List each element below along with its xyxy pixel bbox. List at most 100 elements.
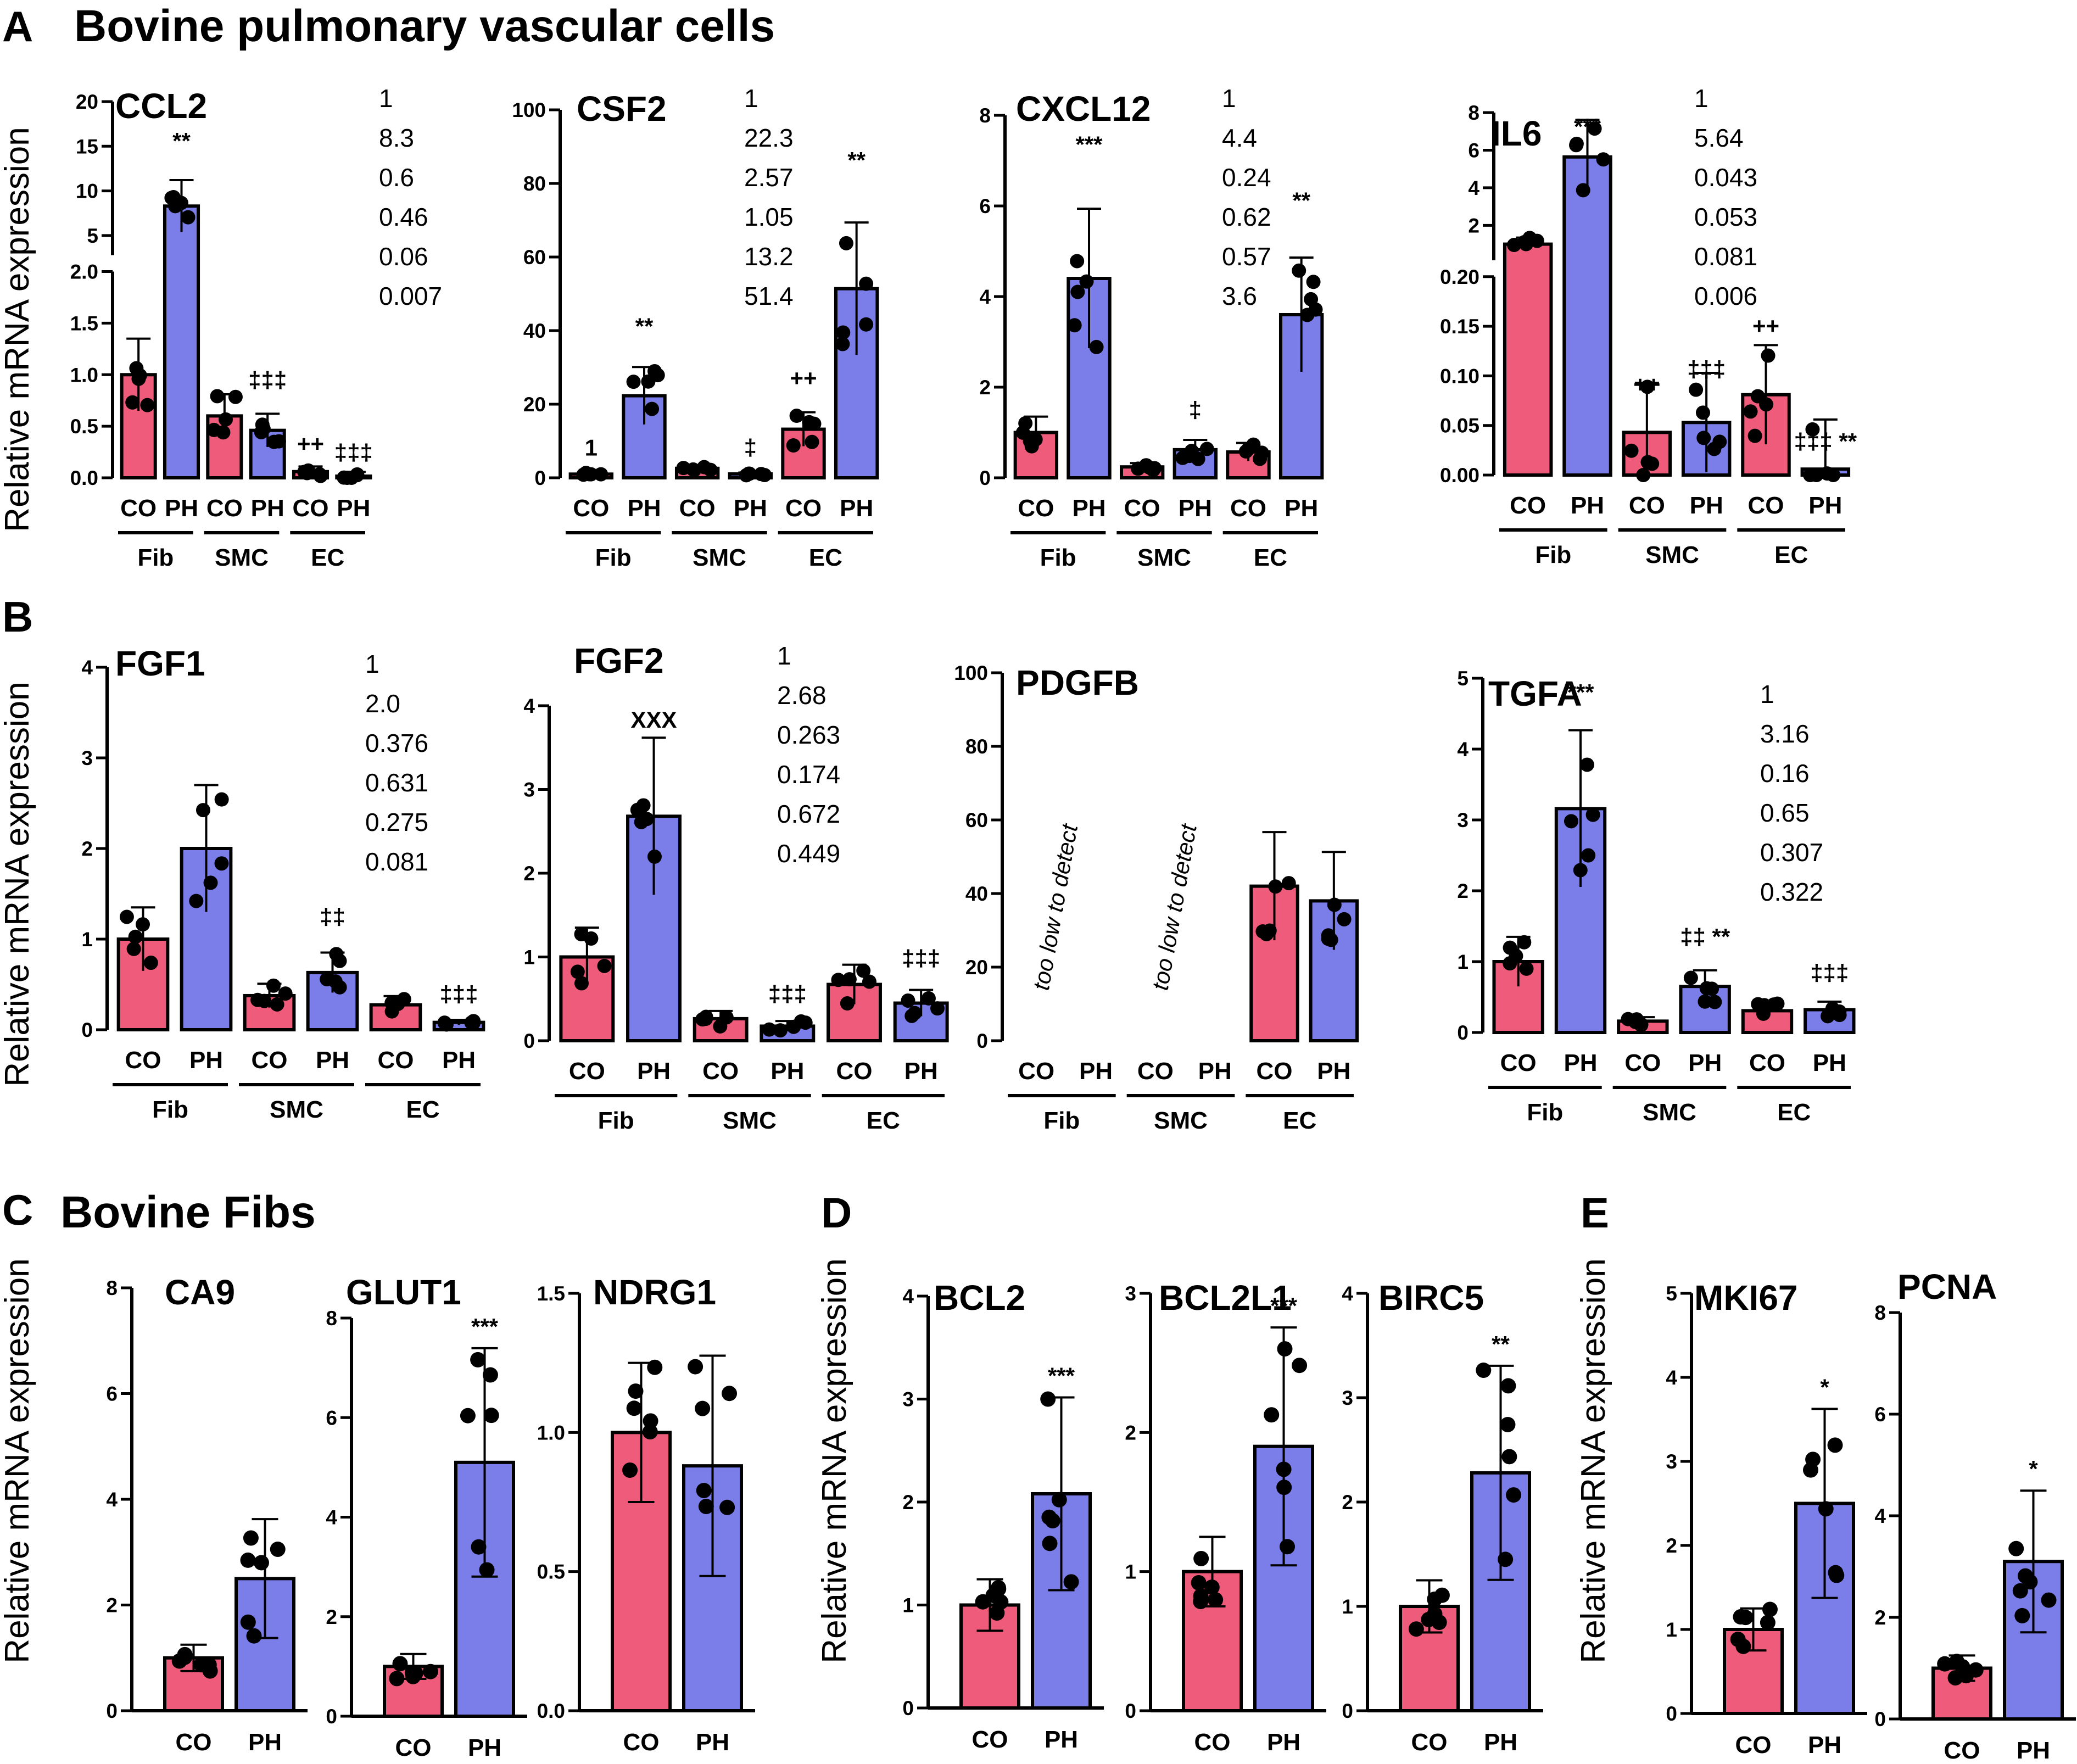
y-tick-label: 1 [1666,1618,1677,1641]
data-point [1509,948,1523,963]
group-label: EC [406,1096,439,1123]
x-category-label: PH [165,495,198,522]
x-category-label: CO [702,1058,739,1085]
fold-change-value: 2.68 [777,681,827,710]
y-tick-label: 100 [954,662,988,684]
fold-change-value: 0.007 [379,282,442,310]
data-point [422,1663,438,1679]
data-point [128,929,143,944]
significance-label: *** [1048,1363,1075,1389]
group-label: EC [1254,544,1287,571]
data-point [1587,121,1602,136]
y-tick-label: 40 [965,883,988,905]
data-point [1264,1407,1280,1423]
data-point [762,1022,777,1037]
chart-ndrg1: NDRG1 0.0 0.5 1.0 1.5 CO PH [537,1272,755,1756]
data-point [1828,1565,1844,1581]
data-point [805,434,819,449]
chart-title: CA9 [165,1272,235,1312]
y-tick-label: 4 [902,1285,914,1308]
data-point [181,210,196,225]
x-category-label: CO [1749,1050,1785,1076]
significance-label: ‡‡ ** [1680,924,1730,950]
y-tick-label: 60 [965,809,988,831]
data-point [253,1555,269,1571]
fold-change-value: 3.16 [1760,719,1810,748]
chart-title: BCL2 [934,1278,1025,1318]
y-tick-label: 8 [106,1277,118,1299]
y-tick-label: 1 [1125,1561,1136,1583]
data-point [189,894,204,908]
fold-change-value: 1 [379,84,393,113]
undetected-note: too low to detect [1147,821,1202,992]
x-category-label: CO [1735,1732,1772,1759]
x-category-label: PH [1045,1726,1078,1753]
data-point [1304,292,1319,306]
x-category-label: PH [1317,1058,1350,1085]
chart-birc5: BIRC5 0 1 2 3 4 CO ** PH [1342,1278,1543,1756]
data-point [1821,1009,1835,1024]
data-point [1277,1341,1293,1357]
data-point [807,416,822,431]
data-point [1254,445,1269,460]
chart-pcna: PCNA 0 2 4 6 8 CO * PH [1874,1267,2076,1764]
panel-a-title: Bovine pulmonary vascular cells [74,1,775,51]
y-tick-label: 1.0 [70,364,98,386]
x-category-label: PH [468,1734,501,1761]
y-tick-label: 4 [1666,1366,1677,1389]
significance-label: *** [1574,114,1601,139]
data-point [384,996,399,1011]
y-tick-label: 8 [326,1307,337,1330]
fold-change-value: 4.4 [1222,124,1257,152]
x-category-label: PH [1813,1050,1846,1076]
data-point [773,1023,788,1038]
data-point [1018,416,1033,431]
chart-pdgfb: PDGFB 0 20 40 60 80 100 CO PH CO PH CO PH Fib SMC EC too… [954,662,1359,1134]
y-tick-label: 1.0 [537,1421,565,1444]
group-label: Fib [152,1096,188,1123]
x-category-label: PH [189,1047,223,1074]
data-point [1573,863,1588,878]
x-category-label: CO [1194,1729,1231,1756]
x-category-label: CO [785,495,822,522]
y-tick-label: 0.00 [1440,464,1479,487]
significance-label: *** [471,1314,499,1339]
data-point [174,196,188,210]
y-tick-label: 3 [523,779,535,801]
y-tick-label: 2.0 [70,261,98,283]
chart-title: CCL2 [115,86,207,126]
data-point [1279,1539,1295,1555]
data-point [1146,463,1160,478]
ylabel-panel-d: Relative mRNA expression [816,1258,853,1663]
y-tick-label: 6 [326,1406,337,1429]
data-point [1947,1670,1963,1686]
data-point [471,1539,487,1555]
fold-change-value: 0.65 [1760,799,1810,827]
data-point [350,468,365,483]
data-point [831,973,846,987]
data-point [2008,1540,2024,1556]
data-point [1427,1606,1443,1622]
fold-change-value: 0.081 [365,847,428,876]
data-point [1476,1363,1492,1378]
fold-change-value: 0.62 [1222,203,1271,231]
x-category-label: PH [696,1729,729,1756]
y-tick-label: 0 [81,1019,93,1041]
data-point [1199,442,1214,456]
x-category-label: CO [1624,1050,1661,1076]
data-point [1733,1609,1749,1625]
data-point [786,438,801,453]
y-tick-label: 0.0 [70,467,98,489]
data-point [594,467,608,482]
data-point [278,986,293,1001]
data-point [641,374,656,389]
data-point [214,792,229,807]
data-point [1498,1551,1514,1567]
data-point [836,325,851,340]
ylabel-row-a: Relative mRNA expression [0,127,36,532]
fold-change-value: 0.174 [777,760,840,789]
x-category-label: PH [248,1729,282,1756]
significance-label: ** [1492,1331,1510,1357]
fold-change-value: 0.053 [1694,203,1757,231]
